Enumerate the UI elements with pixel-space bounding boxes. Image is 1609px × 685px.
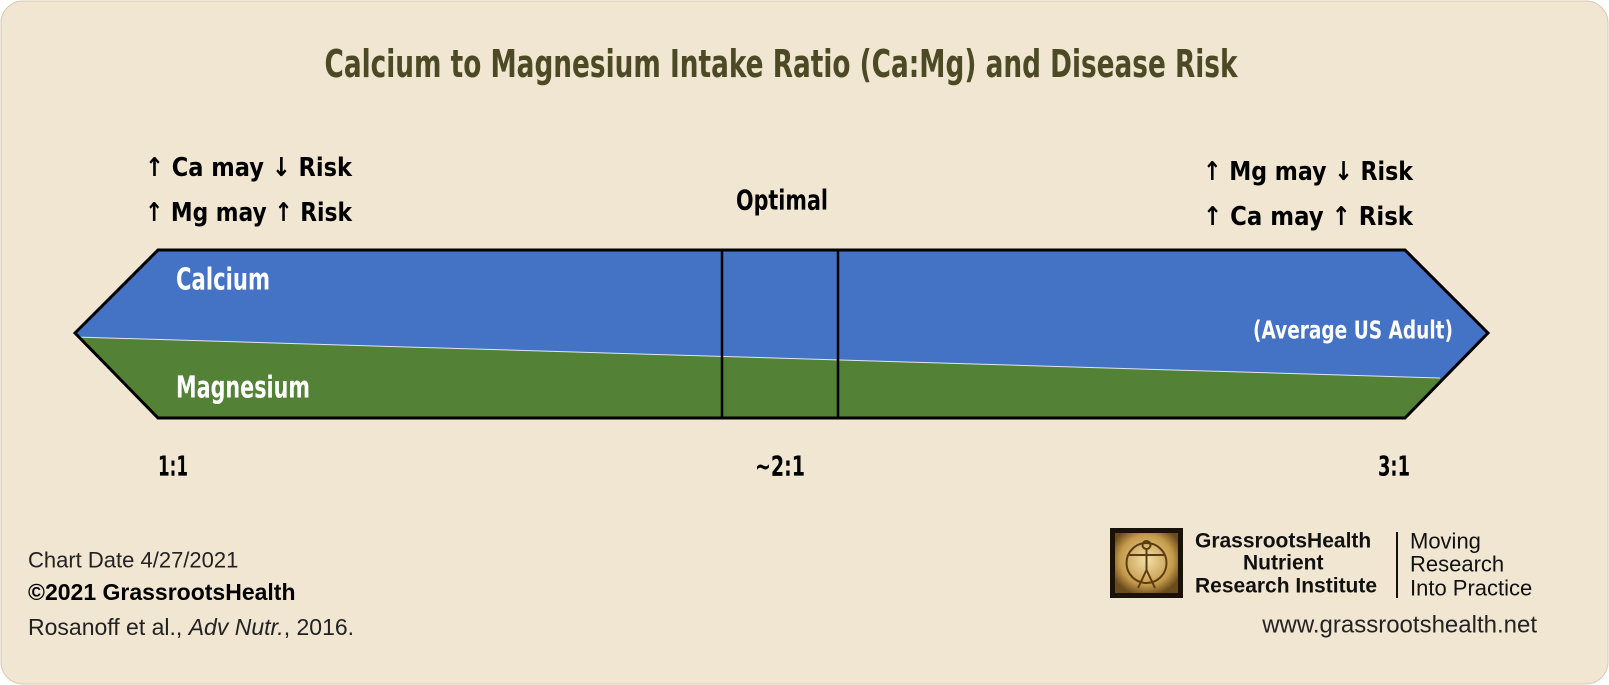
left-note: ↑ Mg may ↑ Risk <box>145 198 353 228</box>
left-note: ↑ Ca may ↓ Risk <box>145 153 353 183</box>
logo-tagline: Research <box>1410 552 1504 577</box>
citation: Rosanoff et al., Adv Nutr., 2016. <box>28 614 354 640</box>
logo-figure <box>1125 540 1168 589</box>
copyright: ©2021 GrassrootsHealth <box>28 579 296 605</box>
ratio-arrow <box>75 250 1488 418</box>
magnesium-band <box>75 337 1488 418</box>
logo-name: Research Institute <box>1195 575 1377 598</box>
band-annotation: (Average US Adult) <box>1253 316 1453 345</box>
band-label: Magnesium <box>176 371 310 406</box>
logo-tagline: Moving <box>1410 529 1481 554</box>
citation-year: , 2016. <box>284 614 354 640</box>
right-note: ↑ Ca may ↑ Risk <box>1203 202 1414 232</box>
citation-authors: Rosanoff et al., <box>28 614 189 640</box>
scale-label: ~2:1 <box>755 450 805 483</box>
right-note: ↑ Mg may ↓ Risk <box>1203 157 1414 187</box>
scale-label: 3:1 <box>1378 450 1410 483</box>
logo-tagline: Into Practice <box>1410 576 1532 601</box>
title: Calcium to Magnesium Intake Ratio (Ca:Mg… <box>325 42 1239 86</box>
citation-journal: Adv Nutr. <box>187 614 284 640</box>
chart-date: Chart Date 4/27/2021 <box>28 548 238 573</box>
arrow-outline <box>72 248 1491 420</box>
divider <box>75 336 1441 379</box>
scale-label: 1:1 <box>158 450 188 483</box>
website: www.grassrootshealth.net <box>1261 612 1537 639</box>
logo-name: GrassrootsHealth <box>1195 530 1371 553</box>
band-label: Calcium <box>176 263 270 298</box>
logo-name: Nutrient <box>1243 552 1324 575</box>
center-note: Optimal <box>736 184 828 217</box>
